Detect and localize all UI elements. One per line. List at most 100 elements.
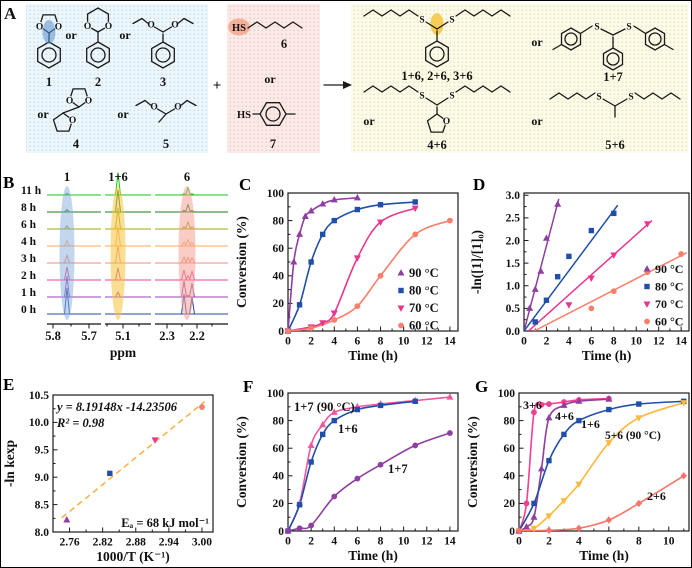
- svg-text:20: 20: [273, 298, 285, 310]
- svg-text:12: 12: [421, 536, 433, 548]
- svg-text:70 °C: 70 °C: [655, 297, 683, 311]
- panel-a-scheme: A O O 1 or O O 2: [4, 4, 688, 153]
- svg-text:9.0: 9.0: [35, 472, 50, 484]
- or-text: or: [531, 114, 543, 128]
- svg-text:60: 60: [504, 443, 516, 455]
- svg-text:O: O: [174, 103, 181, 113]
- svg-text:O: O: [36, 22, 43, 32]
- svg-text:6 h: 6 h: [21, 219, 37, 231]
- svg-text:90 °C: 90 °C: [655, 262, 683, 276]
- panel-b: B 11 h 8 h 6 h 4 h 3 h 2 h 1 h 0 h 1 1+6 6 5.8 5.7 5.…: [1, 169, 231, 369]
- panel-f-label: F: [243, 377, 254, 396]
- svg-text:80: 80: [273, 215, 285, 227]
- product-46-label: 4+6: [427, 138, 447, 152]
- svg-text:2.0: 2.0: [506, 235, 521, 247]
- svg-text:Conversion (%): Conversion (%): [234, 416, 249, 508]
- reactant-1-label: 1: [46, 75, 52, 89]
- panel-d-label: D: [473, 175, 486, 194]
- reactant-5-structure: O O 5: [135, 99, 197, 151]
- svg-text:20: 20: [273, 498, 285, 510]
- or-text: or: [117, 107, 129, 121]
- or-text: or: [119, 28, 131, 42]
- svg-text:0 h: 0 h: [21, 304, 37, 316]
- acetal-ch-highlight: [42, 20, 56, 44]
- svg-text:60: 60: [273, 243, 285, 255]
- svg-text:6: 6: [588, 336, 594, 348]
- thiol-6-structure: HS 6: [228, 18, 303, 51]
- svg-text:60: 60: [273, 443, 285, 455]
- svg-text:1 h: 1 h: [21, 287, 37, 299]
- panel-f-chart: 0 2 4 6 8 10 12 14 0 20 40 60 80 100 Time (h) Conversio…: [234, 388, 459, 563]
- or-text: or: [531, 35, 543, 49]
- reactant-2-label: 2: [95, 75, 101, 89]
- svg-text:6: 6: [355, 336, 361, 348]
- svg-text:0: 0: [278, 326, 284, 338]
- svg-text:2: 2: [308, 336, 314, 348]
- svg-text:4: 4: [331, 336, 337, 348]
- svg-text:2.5: 2.5: [506, 213, 521, 225]
- reactant-4-structure: O O O 4: [52, 88, 93, 151]
- svg-text:0: 0: [285, 336, 291, 348]
- svg-text:5.1: 5.1: [115, 329, 131, 343]
- thiol-6-label: 6: [281, 37, 287, 51]
- svg-text:-ln kexp: -ln kexp: [2, 440, 17, 487]
- svg-text:20: 20: [504, 498, 516, 510]
- svg-text:0: 0: [285, 536, 291, 548]
- svg-text:S: S: [628, 93, 633, 103]
- svg-text:O: O: [69, 116, 76, 126]
- svg-text:5+6 (90 °C): 5+6 (90 °C): [605, 430, 661, 442]
- svg-text:4: 4: [566, 336, 572, 348]
- reactant-1-structure: O O 1: [35, 14, 63, 89]
- svg-text:100: 100: [267, 388, 285, 400]
- svg-text:10.0: 10.0: [29, 417, 49, 429]
- svg-text:0.5: 0.5: [506, 303, 521, 315]
- svg-text:Time (h): Time (h): [348, 348, 398, 363]
- svg-text:1+7 (90 °C): 1+7 (90 °C): [294, 400, 355, 414]
- product-136-label: 1+6, 2+6, 3+6: [401, 69, 472, 83]
- reaction-arrow-head: [343, 81, 352, 89]
- svg-text:0: 0: [509, 526, 515, 538]
- svg-text:12: 12: [421, 336, 433, 348]
- svg-text:1: 1: [64, 170, 70, 184]
- svg-text:ppm: ppm: [110, 345, 137, 360]
- svg-text:1+6: 1+6: [108, 170, 128, 184]
- svg-text:3.0: 3.0: [506, 190, 521, 202]
- panel-d: D 0 2 4 6 8 10 12 14 0.0 0.5 1.0 1.5 2.0 2.5 3.0 Time (…: [461, 169, 691, 369]
- svg-text:80 °C: 80 °C: [655, 280, 683, 294]
- svg-text:Conversion (%): Conversion (%): [234, 216, 249, 308]
- svg-text:2.88: 2.88: [126, 537, 146, 549]
- svg-text:0.0: 0.0: [506, 326, 521, 338]
- svg-text:3.00: 3.00: [192, 537, 212, 549]
- panel-a-label: A: [4, 4, 17, 23]
- svg-text:Time (h): Time (h): [582, 348, 632, 363]
- svg-text:80 °C: 80 °C: [409, 284, 439, 298]
- svg-text:S: S: [596, 93, 601, 103]
- svg-text:2: 2: [544, 336, 550, 348]
- panel-c: C 0 2 4 6 8 10 12 14 0 20 40 60 80 100 Time (h) Convers…: [231, 169, 461, 369]
- sh-highlight: [228, 18, 250, 36]
- panel-e: E 2.76 2.82 2.88 2.94 3.00 8.0 8.5 9.0 9.5 10.0 10…: [1, 369, 231, 567]
- product-17-structure: S S 1+7: [552, 21, 674, 84]
- svg-text:O: O: [84, 22, 91, 32]
- svg-text:S: S: [449, 92, 454, 102]
- svg-text:0: 0: [278, 526, 284, 538]
- svg-text:O: O: [443, 117, 450, 127]
- product-56-label: 5+6: [605, 138, 625, 152]
- product-56-structure: S S 5+6: [549, 91, 681, 152]
- svg-text:80: 80: [273, 415, 285, 427]
- panel-e-label: E: [3, 375, 15, 394]
- svg-text:100: 100: [498, 388, 516, 400]
- svg-text:11 h: 11 h: [21, 185, 42, 197]
- svg-text:4: 4: [331, 536, 337, 548]
- svg-text:HS: HS: [232, 23, 246, 34]
- panel-c-chart: 0 2 4 6 8 10 12 14 0 20 40 60 80 100 Time (h) Conversio…: [234, 188, 459, 363]
- svg-text:R² = 0.98: R² = 0.98: [56, 416, 105, 430]
- svg-text:2.94: 2.94: [159, 537, 179, 549]
- svg-text:60 °C: 60 °C: [409, 319, 439, 333]
- svg-text:60 °C: 60 °C: [655, 315, 683, 329]
- svg-text:4: 4: [576, 536, 582, 548]
- reactant-4-label: 4: [73, 137, 80, 151]
- svg-text:3 h: 3 h: [21, 253, 37, 265]
